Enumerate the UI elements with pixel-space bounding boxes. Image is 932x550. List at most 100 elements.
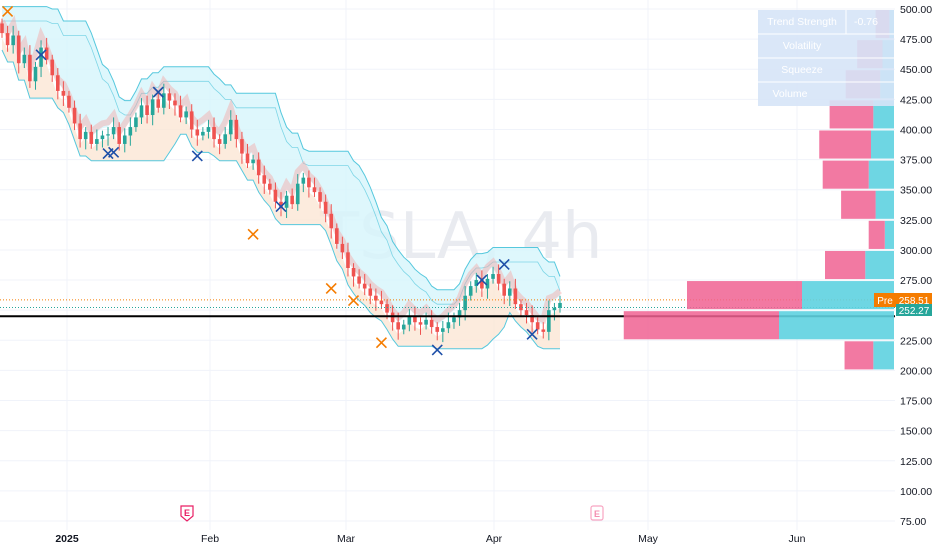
candle-body[interactable] (401, 324, 406, 330)
candle-body[interactable] (223, 134, 227, 144)
candle-body[interactable] (329, 213, 334, 229)
candle-body[interactable] (195, 129, 200, 136)
candle-body[interactable] (468, 286, 473, 296)
candle-body[interactable] (167, 93, 172, 101)
candle-body[interactable] (56, 75, 60, 91)
candle-body[interactable] (245, 153, 250, 164)
candle-body[interactable] (162, 93, 166, 108)
candle-body[interactable] (491, 274, 495, 279)
candle-body[interactable] (95, 139, 99, 144)
candle-body[interactable] (100, 135, 105, 140)
candle-body[interactable] (485, 278, 490, 289)
candle-body[interactable] (558, 302, 562, 308)
candle-body[interactable] (457, 310, 462, 318)
candle-body[interactable] (28, 54, 32, 82)
candle-body[interactable] (312, 187, 317, 193)
candle-body[interactable] (251, 159, 255, 164)
candle-body[interactable] (11, 35, 15, 46)
candle-body[interactable] (33, 66, 38, 82)
candle-body[interactable] (78, 123, 82, 140)
candle-body[interactable] (89, 131, 94, 144)
candle-body[interactable] (273, 189, 278, 202)
candle-body[interactable] (368, 288, 373, 296)
candle-body[interactable] (256, 159, 261, 176)
candle-body[interactable] (22, 54, 27, 64)
price-axis[interactable]: 75.00 100.00 125.00 150.00 175.00 200.00 225.0… (900, 4, 932, 528)
candle-body[interactable] (429, 319, 434, 328)
candle-body[interactable] (519, 304, 523, 311)
candle-body[interactable] (189, 111, 194, 130)
candle-body[interactable] (379, 300, 384, 305)
candle-body[interactable] (502, 283, 506, 296)
candle-body[interactable] (134, 117, 138, 128)
candle-body[interactable] (262, 175, 267, 184)
candle-body[interactable] (5, 33, 10, 46)
candle-body[interactable] (184, 111, 188, 118)
candle-body[interactable] (206, 127, 211, 132)
candle-body[interactable] (268, 183, 272, 190)
candle-body[interactable] (463, 295, 467, 311)
candle-body[interactable] (122, 135, 127, 144)
candle-body[interactable] (513, 288, 518, 305)
candle-body[interactable] (279, 201, 283, 208)
candle-body[interactable] (217, 139, 222, 144)
candle-body[interactable] (407, 316, 412, 325)
candle-body[interactable] (541, 329, 546, 332)
candle-body[interactable] (351, 268, 356, 277)
candle-body[interactable] (474, 280, 479, 287)
candles-layer[interactable] (0, 18, 562, 343)
candle-body[interactable] (441, 328, 445, 332)
candle-body[interactable] (535, 322, 540, 330)
candle-body[interactable] (295, 183, 300, 205)
candle-body[interactable] (435, 327, 440, 332)
candle-body[interactable] (290, 195, 294, 205)
candle-body[interactable] (173, 100, 177, 106)
candle-body[interactable] (307, 177, 311, 188)
candle-body[interactable] (524, 310, 529, 315)
candle-body[interactable] (340, 243, 345, 253)
candle-body[interactable] (301, 177, 306, 184)
candle-body[interactable] (212, 127, 216, 140)
candle-body[interactable] (413, 316, 417, 323)
time-axis[interactable]: 2025 Feb Mar Apr May Jun (55, 533, 805, 545)
candle-body[interactable] (530, 314, 534, 323)
candle-body[interactable] (111, 127, 116, 135)
candle-body[interactable] (83, 131, 88, 140)
candle-body[interactable] (346, 252, 350, 269)
candle-body[interactable] (418, 322, 423, 325)
candle-body[interactable] (385, 304, 389, 313)
candle-body[interactable] (240, 139, 244, 154)
candle-body[interactable] (284, 195, 289, 208)
candle-body[interactable] (318, 192, 322, 202)
candle-body[interactable] (335, 228, 339, 244)
earnings-marker-1[interactable]: E (180, 505, 194, 522)
candle-body[interactable] (228, 119, 233, 135)
candle-body[interactable] (452, 317, 456, 323)
candle-body[interactable] (178, 105, 183, 118)
candle-body[interactable] (496, 274, 501, 284)
candle-body[interactable] (396, 322, 400, 330)
candle-body[interactable] (357, 276, 361, 284)
candle-body[interactable] (507, 288, 512, 296)
candle-body[interactable] (39, 47, 43, 67)
candle-body[interactable] (128, 127, 133, 136)
candle-body[interactable] (374, 295, 378, 301)
candle-body[interactable] (446, 322, 451, 329)
candle-body[interactable] (150, 99, 155, 116)
candle-body[interactable] (61, 90, 66, 96)
candle-body[interactable] (390, 312, 395, 323)
candle-body[interactable] (234, 119, 239, 140)
candle-body[interactable] (106, 134, 110, 136)
candle-body[interactable] (16, 35, 21, 64)
candle-body[interactable] (552, 307, 557, 311)
candle-body[interactable] (117, 127, 121, 144)
candle-body[interactable] (72, 107, 77, 124)
candle-body[interactable] (145, 105, 149, 116)
candle-body[interactable] (50, 59, 55, 76)
candle-body[interactable] (201, 131, 205, 136)
candle-body[interactable] (44, 47, 49, 60)
candle-body[interactable] (424, 319, 428, 325)
candle-body[interactable] (480, 280, 484, 289)
candle-body[interactable] (362, 283, 367, 289)
